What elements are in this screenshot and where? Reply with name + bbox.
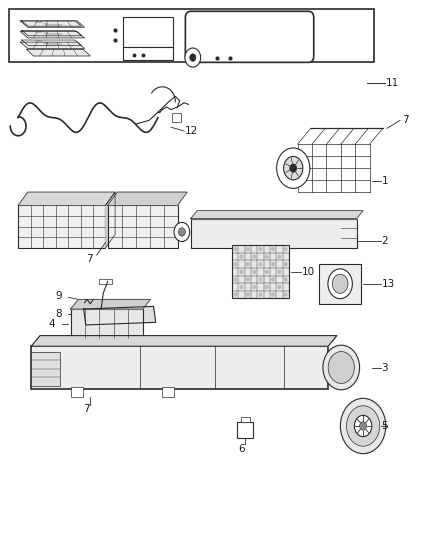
Circle shape [284,247,287,251]
Circle shape [253,285,255,288]
Bar [108,205,177,248]
Circle shape [278,255,281,258]
Circle shape [247,278,249,281]
Polygon shape [108,192,187,205]
Text: 7: 7 [403,115,409,125]
Circle shape [234,293,237,296]
Text: 5: 5 [381,421,388,431]
Text: 3: 3 [381,362,388,373]
Circle shape [253,255,255,258]
Text: 7: 7 [86,254,92,263]
Circle shape [234,278,237,281]
Circle shape [328,269,353,298]
Bar [10,9,374,62]
Circle shape [247,263,249,266]
Text: 6: 6 [239,444,245,454]
Circle shape [234,247,237,251]
Circle shape [272,293,274,296]
Polygon shape [18,192,115,205]
Circle shape [240,270,243,273]
Bar [172,114,180,122]
Circle shape [272,263,274,266]
Circle shape [354,415,372,437]
Circle shape [247,293,249,296]
Text: 11: 11 [386,78,399,88]
Bar [162,387,174,397]
Circle shape [190,54,196,61]
Circle shape [265,270,268,273]
Polygon shape [84,306,155,325]
Text: 4: 4 [49,319,55,329]
Text: 1: 1 [381,176,388,187]
Text: 13: 13 [381,279,395,289]
Polygon shape [191,211,363,219]
Bar [123,17,173,47]
Circle shape [259,293,262,296]
Bar [18,205,106,248]
Circle shape [278,270,281,273]
Circle shape [178,228,185,236]
Polygon shape [20,42,85,49]
Circle shape [284,157,303,180]
Polygon shape [71,300,150,309]
Circle shape [284,278,287,281]
Bar [71,309,143,338]
Text: 7: 7 [83,404,89,414]
Text: 9: 9 [55,290,62,301]
Circle shape [240,255,243,258]
Circle shape [360,422,367,430]
Text: 2: 2 [381,236,388,246]
Bar [123,47,173,60]
Bar [237,422,253,438]
Circle shape [174,222,190,241]
Bar [232,245,289,298]
Circle shape [272,247,274,251]
Text: 10: 10 [302,267,315,277]
Circle shape [278,285,281,288]
Polygon shape [27,50,90,56]
Circle shape [185,48,201,67]
Circle shape [272,278,274,281]
Circle shape [259,278,262,281]
FancyBboxPatch shape [185,11,314,62]
Circle shape [328,352,354,383]
Bar [241,417,250,422]
Circle shape [284,263,287,266]
Bar [191,219,357,248]
Circle shape [346,406,380,446]
Bar [31,352,60,386]
Circle shape [265,255,268,258]
Polygon shape [31,336,337,346]
Circle shape [290,164,297,172]
Polygon shape [106,192,115,248]
Circle shape [259,247,262,251]
Text: 12: 12 [185,126,198,136]
Circle shape [332,274,348,293]
Circle shape [234,263,237,266]
Circle shape [284,293,287,296]
Text: 8: 8 [55,309,62,319]
Circle shape [277,148,310,188]
Polygon shape [20,21,85,27]
Polygon shape [20,31,85,38]
Circle shape [340,398,386,454]
Circle shape [247,247,249,251]
Bar [31,346,328,389]
Circle shape [253,270,255,273]
Circle shape [265,285,268,288]
Circle shape [240,285,243,288]
Bar [319,264,361,304]
Bar [99,279,112,284]
Circle shape [259,263,262,266]
Bar [71,387,83,397]
Circle shape [323,345,360,390]
